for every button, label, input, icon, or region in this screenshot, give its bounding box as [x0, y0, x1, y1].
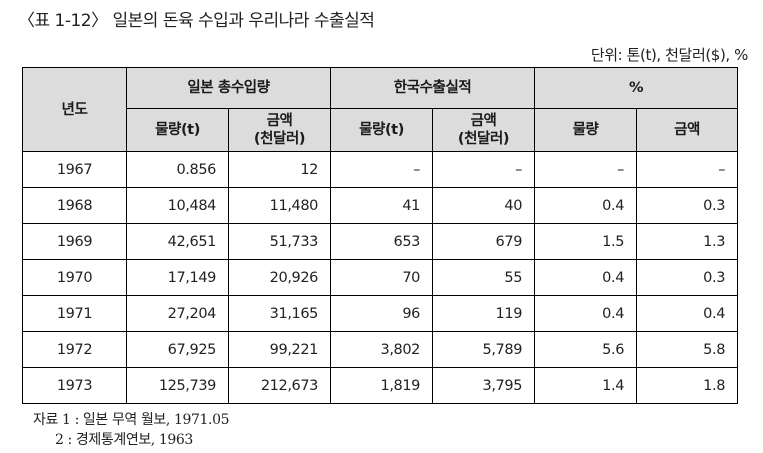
cell-year: 1972: [22, 331, 127, 368]
header-group-percent: %: [534, 67, 739, 109]
table-row: 1972 67,925 99,221 3,802 5,789 5.6 5.8: [22, 331, 739, 368]
source-line-1: 자료 1 : 일본 무역 월보, 1971.05: [33, 412, 230, 428]
cell-korea-volume: –: [330, 151, 434, 188]
table-row: 1969 42,651 51,733 653 679 1.5 1.3: [22, 223, 739, 260]
cell-japan-volume: 17,149: [126, 259, 229, 296]
cell-pct-volume: –: [534, 151, 638, 188]
header-group-japan-imports: 일본 총수입량: [125, 67, 332, 109]
cell-korea-amount: 679: [432, 223, 536, 260]
cell-korea-amount: 55: [432, 259, 536, 296]
cell-japan-amount: 20,926: [227, 259, 332, 296]
header-japan-amount-line2: (천달러): [253, 131, 306, 147]
cell-pct-volume: 0.4: [534, 259, 638, 296]
cell-pct-volume: 1.5: [534, 223, 638, 260]
header-pct-amount: 금액: [636, 108, 739, 152]
cell-pct-amount: 1.3: [636, 223, 739, 260]
cell-pct-volume: 0.4: [534, 187, 638, 224]
header-pct-volume: 물량: [534, 108, 638, 152]
cell-japan-volume: 27,204: [126, 295, 229, 332]
cell-pct-volume: 5.6: [534, 331, 638, 368]
source-line-2: 2 : 경제통계연보, 1963: [55, 432, 193, 448]
table-row: 1968 10,484 11,480 41 40 0.4 0.3: [22, 187, 739, 224]
cell-pct-amount: –: [636, 151, 739, 188]
header-korea-amount-line2: (천달러): [457, 131, 510, 147]
cell-pct-amount: 1.8: [636, 367, 739, 404]
header-group-korea-exports: 한국수출실적: [330, 67, 536, 109]
cell-japan-amount: 11,480: [227, 187, 332, 224]
header-korea-amount-line1: 금액: [470, 113, 497, 129]
cell-year: 1969: [22, 223, 127, 260]
cell-korea-amount: 5,789: [432, 331, 536, 368]
cell-japan-amount: 99,221: [227, 331, 332, 368]
cell-japan-volume: 67,925: [126, 331, 229, 368]
table-title: 〈표 1-12〉 일본의 돈육 수입과 우리나라 수출실적: [18, 11, 375, 31]
cell-korea-volume: 96: [330, 295, 434, 332]
cell-pct-volume: 0.4: [534, 295, 638, 332]
unit-label: 단위: 톤(t), 천달러($), %: [590, 46, 749, 64]
cell-korea-volume: 41: [330, 187, 434, 224]
header-row-columns: 물량(t) 금액 (천달러) 물량(t) 금액 (천달러) 물량 금액: [23, 108, 739, 152]
header-row-groups: 년도 일본 총수입량 한국수출실적 %: [22, 67, 739, 152]
cell-japan-volume: 42,651: [126, 223, 229, 260]
cell-pct-amount: 0.4: [636, 295, 739, 332]
cell-pct-amount: 5.8: [636, 331, 739, 368]
cell-pct-amount: 0.3: [636, 187, 739, 224]
cell-pct-volume: 1.4: [534, 367, 638, 404]
cell-pct-amount: 0.3: [636, 259, 739, 296]
table-row: 1967 0.856 12 – – – –: [22, 151, 739, 188]
table-row: 1973 125,739 212,673 1,819 3,795 1.4 1.8: [22, 367, 739, 404]
cell-korea-volume: 1,819: [330, 367, 434, 404]
cell-japan-amount: 12: [227, 151, 332, 188]
cell-korea-amount: 119: [432, 295, 536, 332]
cell-korea-amount: –: [432, 151, 536, 188]
header-year: 년도: [22, 67, 127, 152]
cell-korea-volume: 3,802: [330, 331, 434, 368]
cell-year: 1968: [22, 187, 127, 224]
cell-japan-amount: 51,733: [227, 223, 332, 260]
cell-japan-volume: 125,739: [126, 367, 229, 404]
cell-japan-volume: 10,484: [126, 187, 229, 224]
import-export-table: 년도 일본 총수입량 한국수출실적 % 물량(t) 금액 (천달러) 물량(t)…: [22, 67, 739, 404]
cell-korea-amount: 40: [432, 187, 536, 224]
cell-korea-volume: 70: [330, 259, 434, 296]
cell-japan-amount: 31,165: [227, 295, 332, 332]
table-row: 1970 17,149 20,926 70 55 0.4 0.3: [22, 259, 739, 296]
cell-year: 1970: [22, 259, 127, 296]
cell-japan-amount: 212,673: [227, 367, 332, 404]
cell-korea-amount: 3,795: [432, 367, 536, 404]
cell-year: 1971: [22, 295, 127, 332]
cell-japan-volume: 0.856: [126, 151, 229, 188]
cell-korea-volume: 653: [330, 223, 434, 260]
table-row: 1971 27,204 31,165 96 119 0.4 0.4: [22, 295, 739, 332]
cell-year: 1967: [22, 151, 127, 188]
header-japan-amount: 금액 (천달러): [227, 108, 332, 152]
header-korea-volume: 물량(t): [330, 108, 434, 152]
header-korea-amount: 금액 (천달러): [432, 108, 536, 152]
header-japan-volume: 물량(t): [126, 108, 229, 152]
cell-year: 1973: [22, 367, 127, 404]
header-japan-amount-line1: 금액: [266, 113, 293, 129]
source-notes: 자료 1 : 일본 무역 월보, 1971.05 2 : 경제통계연보, 196…: [33, 410, 230, 450]
